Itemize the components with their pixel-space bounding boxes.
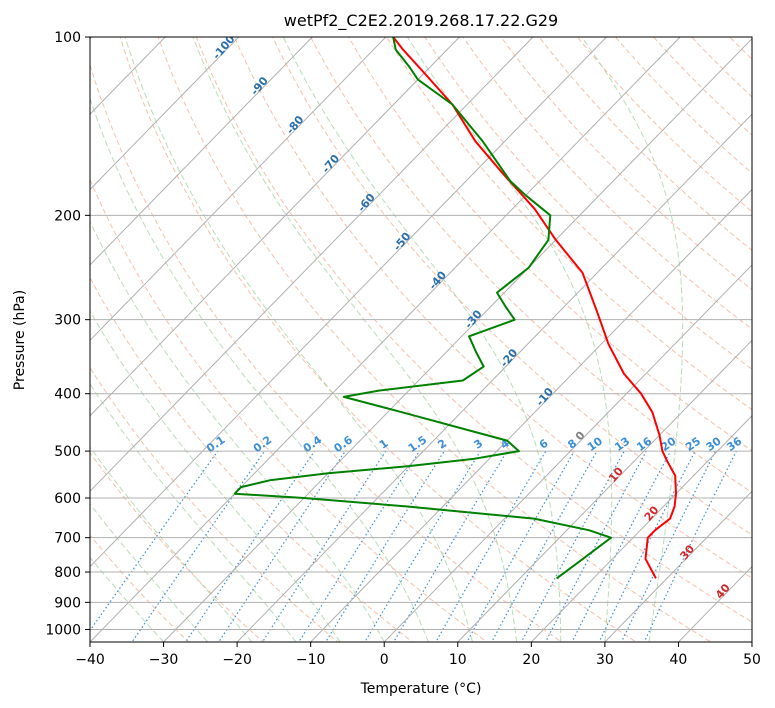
y-tick-label: 300 [54, 313, 81, 329]
y-tick-label: 500 [54, 444, 81, 460]
isotherm-line [90, 37, 607, 568]
x-axis-label: Temperature (°C) [360, 681, 482, 697]
x-tick-label: 50 [743, 652, 761, 668]
dry-adiabat [157, 37, 712, 642]
dry-adiabat [348, 37, 752, 452]
x-tick-label: 40 [670, 652, 688, 668]
isotherm-line [604, 490, 752, 642]
isotherm-line [90, 37, 534, 492]
moist-adiabat [90, 220, 385, 642]
x-tick-label: −40 [75, 652, 105, 668]
dry-adiabat [119, 37, 638, 642]
dry-adiabat [195, 37, 752, 623]
temperature-profile-line [392, 37, 677, 579]
dry-adiabat [90, 366, 339, 642]
isotherm-line [310, 188, 752, 642]
dry-adiabat [271, 37, 752, 536]
moist-adiabat [90, 556, 164, 642]
x-tick-label: 20 [522, 652, 540, 668]
y-tick-label: 800 [54, 565, 81, 581]
moist-adiabat [90, 503, 209, 642]
dry-adiabat [462, 37, 752, 330]
dry-adiabat [90, 451, 264, 642]
y-tick-label: 700 [54, 531, 81, 547]
dry-adiabat [424, 37, 752, 370]
isotherm-line [530, 415, 752, 642]
y-tick-label: 400 [54, 387, 81, 403]
moist-adiabat [581, 37, 684, 642]
isotherm-line [90, 37, 313, 266]
dry-adiabat [90, 276, 414, 642]
y-tick-label: 600 [54, 491, 81, 507]
y-tick-label: 900 [54, 595, 81, 611]
x-tick-label: −30 [149, 652, 179, 668]
x-tick-label: −10 [296, 652, 326, 668]
plot-frame [89, 36, 753, 643]
moist-adiabat [90, 446, 253, 642]
dry-adiabat [90, 178, 488, 642]
x-tick-label: 30 [596, 652, 614, 668]
dry-adiabat [90, 63, 563, 642]
isotherm-line [457, 339, 752, 642]
chart-title: wetPf2_C2E2.2019.268.17.22.G29 [284, 11, 558, 31]
isotherm-line [90, 37, 681, 642]
isotherm-line [383, 264, 752, 642]
moist-adiabat [407, 37, 613, 642]
moist-adiabat [90, 383, 297, 642]
x-tick-label: −20 [222, 652, 252, 668]
moist-adiabat [282, 37, 562, 642]
y-axis-label: Pressure (hPa) [12, 290, 28, 390]
isotherm-line [163, 37, 752, 642]
x-tick-label: 0 [380, 652, 389, 668]
dry-adiabat [500, 37, 752, 291]
isotherm-line [236, 113, 752, 642]
y-tick-label: 200 [54, 208, 81, 224]
dry-adiabat [310, 37, 752, 494]
isotherm-line [90, 37, 387, 342]
moist-adiabat [90, 310, 341, 642]
y-tick-label: 100 [54, 30, 81, 46]
x-tick-label: 10 [449, 652, 467, 668]
isotherm-line [90, 37, 240, 191]
dry-adiabat [233, 37, 752, 579]
y-tick-label: 1000 [45, 622, 81, 638]
moist-adiabat [90, 97, 429, 642]
dewpoint-profile-line [233, 37, 612, 580]
isotherm-line [90, 37, 460, 417]
